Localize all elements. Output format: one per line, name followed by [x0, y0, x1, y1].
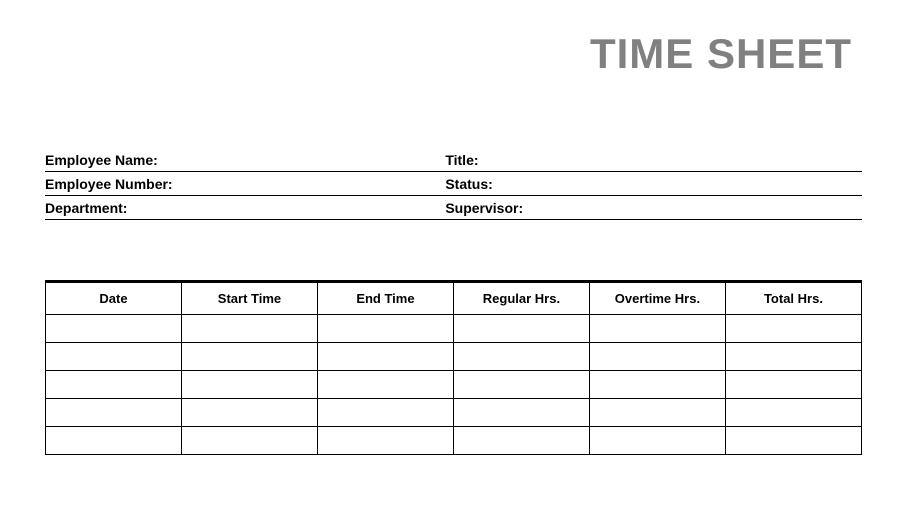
cell	[317, 399, 453, 427]
table-row	[46, 371, 862, 399]
table-header-row: Date Start Time End Time Regular Hrs. Ov…	[46, 282, 862, 315]
col-total-hrs: Total Hrs.	[725, 282, 861, 315]
employee-number-label: Employee Number:	[45, 176, 445, 192]
col-start-time: Start Time	[181, 282, 317, 315]
table-row	[46, 399, 862, 427]
cell	[725, 399, 861, 427]
cell	[46, 399, 182, 427]
cell	[453, 343, 589, 371]
status-label: Status:	[445, 176, 862, 192]
cell	[317, 427, 453, 455]
cell	[453, 371, 589, 399]
cell	[589, 427, 725, 455]
cell	[589, 399, 725, 427]
cell	[181, 315, 317, 343]
cell	[589, 315, 725, 343]
employee-name-label: Employee Name:	[45, 152, 445, 168]
cell	[317, 315, 453, 343]
col-regular-hrs: Regular Hrs.	[453, 282, 589, 315]
info-row: Employee Number: Status:	[45, 172, 862, 196]
cell	[453, 399, 589, 427]
col-overtime-hrs: Overtime Hrs.	[589, 282, 725, 315]
cell	[725, 371, 861, 399]
timesheet-table: Date Start Time End Time Regular Hrs. Ov…	[45, 280, 862, 455]
cell	[453, 315, 589, 343]
cell	[46, 315, 182, 343]
cell	[46, 343, 182, 371]
supervisor-label: Supervisor:	[445, 200, 862, 216]
cell	[725, 343, 861, 371]
table-row	[46, 427, 862, 455]
title-label: Title:	[445, 152, 862, 168]
cell	[181, 427, 317, 455]
department-label: Department:	[45, 200, 445, 216]
page-title: TIME SHEET	[45, 30, 862, 78]
cell	[725, 427, 861, 455]
cell	[725, 315, 861, 343]
col-date: Date	[46, 282, 182, 315]
cell	[46, 427, 182, 455]
cell	[181, 371, 317, 399]
cell	[317, 371, 453, 399]
cell	[181, 399, 317, 427]
info-section: Employee Name: Title: Employee Number: S…	[45, 148, 862, 220]
info-row: Employee Name: Title:	[45, 148, 862, 172]
cell	[589, 343, 725, 371]
cell	[453, 427, 589, 455]
table-row	[46, 343, 862, 371]
cell	[181, 343, 317, 371]
page-container: TIME SHEET Employee Name: Title: Employe…	[0, 0, 907, 455]
cell	[46, 371, 182, 399]
col-end-time: End Time	[317, 282, 453, 315]
cell	[589, 371, 725, 399]
info-row: Department: Supervisor:	[45, 196, 862, 220]
table-row	[46, 315, 862, 343]
cell	[317, 343, 453, 371]
